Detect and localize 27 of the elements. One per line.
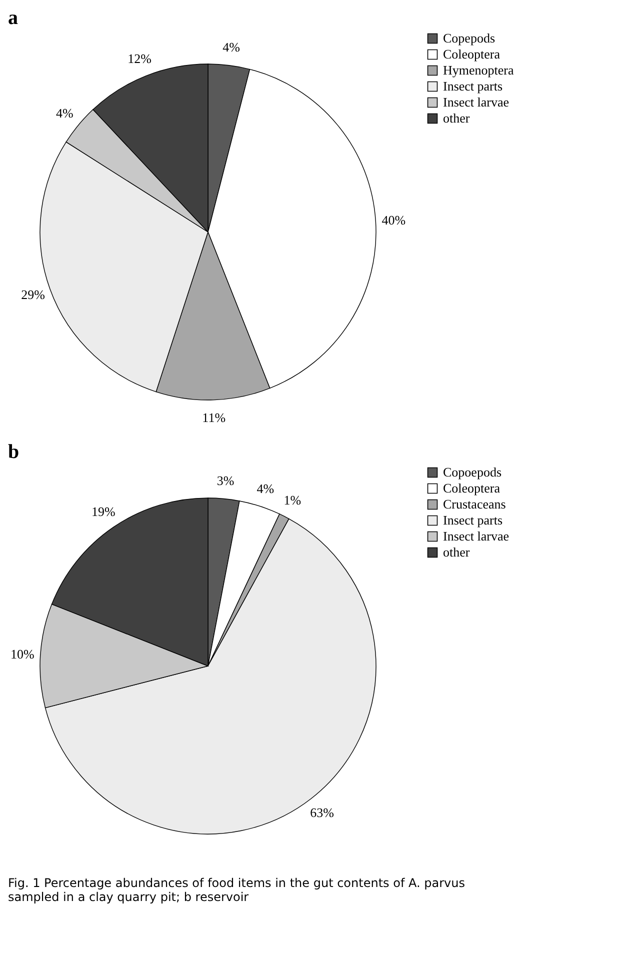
legend-label: Copepods — [443, 30, 495, 46]
data-label: 11% — [202, 410, 226, 425]
data-label: 29% — [21, 287, 46, 302]
data-label: 1% — [284, 492, 302, 508]
data-label: 40% — [382, 212, 406, 228]
data-label: 63% — [310, 804, 334, 820]
legend-label: Copoepods — [443, 464, 502, 480]
legend-label: Insect parts — [443, 78, 503, 94]
legend-label: Hymenoptera — [443, 62, 514, 78]
data-label: 4% — [222, 39, 240, 54]
data-label: 4% — [56, 105, 74, 120]
legend-label: Insect larvae — [443, 94, 510, 110]
legend-label: Insect larvae — [443, 528, 510, 544]
data-label: 12% — [128, 51, 152, 66]
chart-title: b — [8, 441, 20, 463]
data-label: 4% — [256, 481, 274, 496]
caption: Fig. 1 Percentage abundances of food items in the gut contents of A. parvus sampled in a clay quarry pit; b reservoir — [8, 876, 465, 904]
legend-label: other — [443, 110, 470, 126]
legend-label: Crustaceans — [443, 496, 506, 512]
data-label: 3% — [216, 472, 234, 488]
legend-label: Coleoptera — [443, 46, 500, 62]
legend-label: Coleoptera — [443, 480, 500, 496]
data-label: 10% — [10, 646, 34, 662]
data-label: 19% — [92, 504, 116, 520]
legend-label: Insect parts — [443, 512, 503, 528]
chart-title: a — [8, 7, 18, 29]
legend-label: other — [443, 544, 470, 560]
